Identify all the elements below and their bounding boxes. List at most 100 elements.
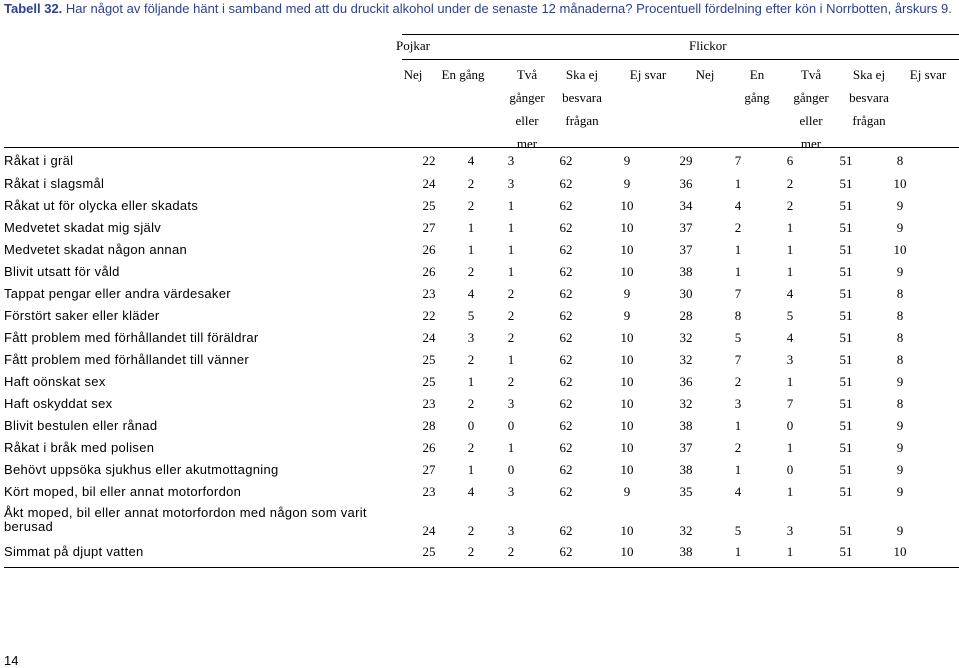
table-cell: 1 [467,220,475,235]
table-cell: 24 [422,523,436,538]
table-cell: 24 [422,176,436,191]
table-cell: 3 [734,396,742,411]
table-cell: 62 [559,220,573,235]
table-cell: 32 [679,330,693,345]
table-cell: 62 [559,242,573,257]
row-label: Råkat i gräl [4,153,74,168]
table-cell: 10 [620,374,634,389]
table-cell: 1 [786,484,794,499]
column-header-line: Två [516,67,538,82]
table-cell: 10 [620,242,634,257]
table-cell: 62 [559,286,573,301]
table-cell: 10 [893,544,907,559]
row-label: Medvetet skadat någon annan [4,242,188,257]
column-header-line: En gång [441,67,485,82]
table-cell: 37 [679,242,693,257]
table-cell: 9 [623,286,631,301]
table-cell: 5 [786,308,794,323]
table-cell: 8 [896,286,904,301]
table-cell: 62 [559,153,573,168]
table-cell: 9 [896,440,904,455]
table-cell: 3 [467,330,475,345]
table-cell: 51 [839,330,853,345]
table-cell: 32 [679,396,693,411]
table-cell: 1 [507,264,515,279]
table-cell: 32 [679,523,693,538]
table-cell: 23 [422,484,436,499]
column-header-line: Ska ej [565,67,599,82]
table-cell: 51 [839,462,853,477]
table-cell: 2 [507,308,515,323]
table-cell: 1 [786,242,794,257]
table-cell: 3 [507,153,515,168]
table-cell: 10 [620,440,634,455]
table-cell: 32 [679,352,693,367]
table-cell: 2 [467,352,475,367]
table-rule [402,34,956,35]
table-cell: 5 [734,523,742,538]
table-cell: 3 [507,176,515,191]
table-cell: 23 [422,286,436,301]
table-cell: 8 [896,352,904,367]
table-cell: 0 [507,418,515,433]
row-label: Blivit utsatt för våld [4,264,120,279]
table-cell: 22 [422,308,436,323]
table-cell: 1 [467,462,475,477]
table-cell: 2 [734,374,742,389]
table-cell: 1 [507,198,515,213]
table-cell: 1 [467,242,475,257]
table-cell: 7 [734,153,742,168]
column-header-line: Ska ej [852,67,886,82]
column-header: Ej svar [621,63,676,86]
table-cell: 1 [786,220,794,235]
table-cell: 26 [422,242,436,257]
table-cell: 35 [679,484,693,499]
table-cell: 51 [839,176,853,191]
column-header: Ska ej besvara frågan [839,63,899,132]
table-cell: 9 [896,374,904,389]
row-label: Råkat i bråk med polisen [4,440,155,455]
table-cell: 9 [623,153,631,168]
table-cell: 51 [839,286,853,301]
table-cell: 62 [559,176,573,191]
table-cell: 62 [559,264,573,279]
row-label: Behövt uppsöka sjukhus eller akutmottagn… [4,462,279,477]
table-cell: 2 [467,396,475,411]
table-cell: 10 [893,242,907,257]
table-cell: 26 [422,440,436,455]
table-cell: 62 [559,544,573,559]
table-cell: 62 [559,352,573,367]
group-header: Flickor [689,38,727,53]
column-header-line: frågan [565,113,599,128]
table-cell: 1 [786,264,794,279]
table-cell: 51 [839,264,853,279]
row-label: Haft oönskat sex [4,374,106,389]
table-cell: 3 [507,396,515,411]
column-header: Två gånger eller mer [784,63,839,155]
table-caption: Tabell 32. Har något av följande hänt i … [4,0,954,17]
table-cell: 7 [734,352,742,367]
table-cell: 4 [734,484,742,499]
table-cell: 36 [679,374,693,389]
table-cell: 3 [507,523,515,538]
table-cell: 51 [839,418,853,433]
table-cell: 10 [620,220,634,235]
table-cell: 26 [422,264,436,279]
table-cell: 1 [734,462,742,477]
table-cell: 1 [467,374,475,389]
column-header: Två gånger eller mer [500,63,555,155]
table-cell: 1 [734,264,742,279]
table-cell: 10 [620,396,634,411]
table-cell: 8 [896,330,904,345]
table-cell: 0 [507,462,515,477]
column-header-line: besvara [562,90,602,105]
table-cell: 51 [839,220,853,235]
table-cell: 1 [734,242,742,257]
table-cell: 1 [734,418,742,433]
table-cell: 2 [467,544,475,559]
table-cell: 51 [839,440,853,455]
table-cell: 51 [839,484,853,499]
row-label: Haft oskyddat sex [4,396,113,411]
table-cell: 8 [896,308,904,323]
table-cell: 25 [422,352,436,367]
